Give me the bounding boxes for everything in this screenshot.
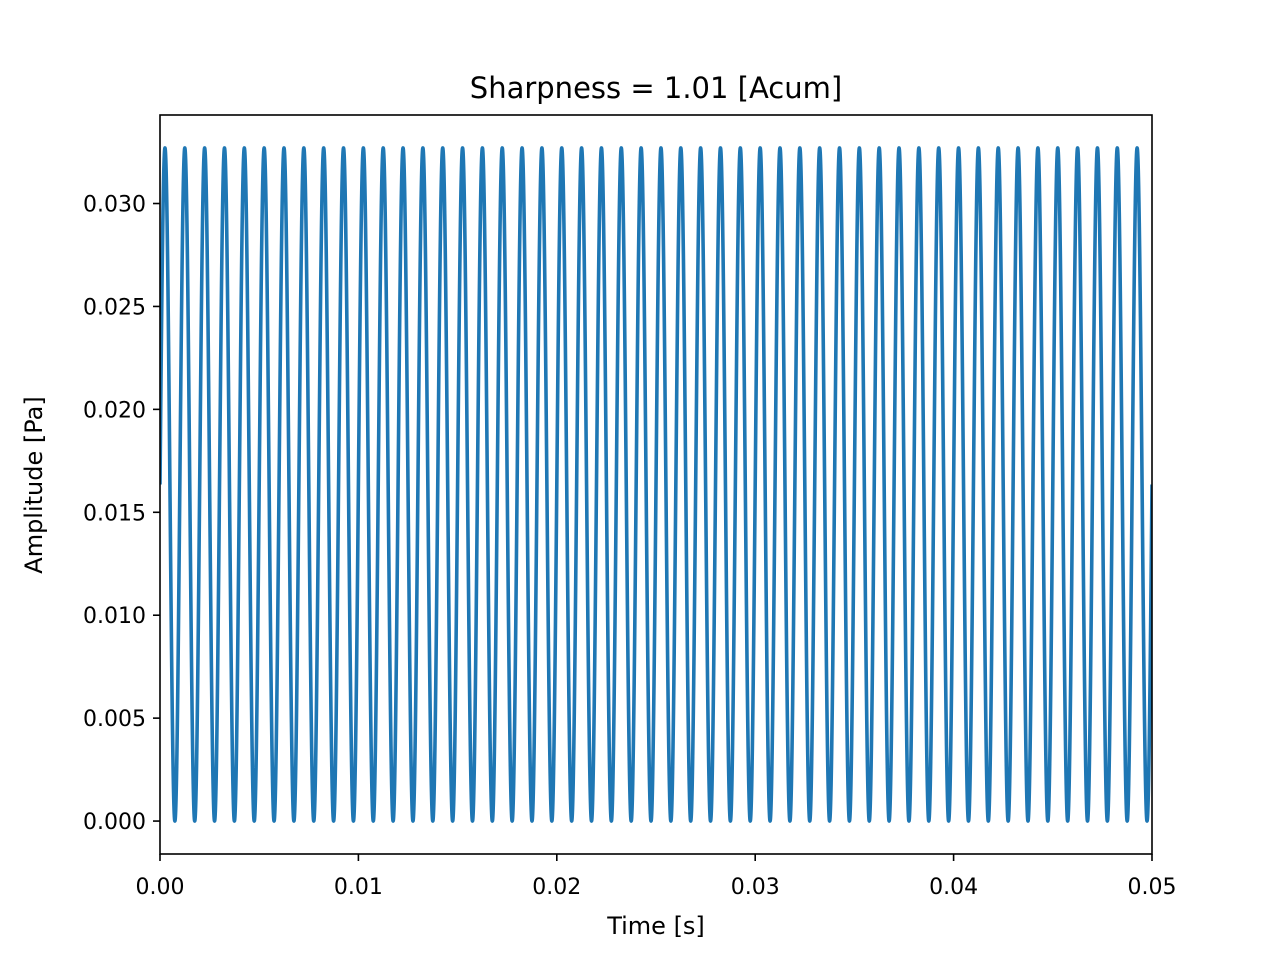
y-tick-label: 0.025 [83,295,146,320]
y-axis: 0.000 0.005 0.010 0.015 0.020 0.025 0.030 [83,193,160,835]
y-tick-label: 0.020 [83,398,146,423]
plot-frame [159,114,1153,855]
y-tick-label: 0.030 [83,193,146,218]
x-tick-label: 0.03 [731,875,780,900]
series-layer [160,146,1152,823]
x-axis-label: Time [s] [606,912,705,940]
y-tick-label: 0.010 [83,604,146,629]
x-tick-label: 0.05 [1128,875,1177,900]
x-tick-label: 0.00 [136,875,185,900]
y-axis-label: Amplitude [Pa] [20,396,48,573]
x-tick-label: 0.04 [929,875,978,900]
chart-title: Sharpness = 1.01 [Acum] [470,71,842,105]
x-axis: 0.00 0.01 0.02 0.03 0.04 0.05 [136,854,1177,900]
y-tick-label: 0.005 [83,707,146,732]
series-line-0 [160,146,1152,823]
y-tick-label: 0.000 [83,810,146,835]
plot-area [159,114,1153,855]
x-tick-label: 0.01 [334,875,383,900]
x-tick-label: 0.02 [532,875,581,900]
y-tick-label: 0.015 [83,501,146,526]
